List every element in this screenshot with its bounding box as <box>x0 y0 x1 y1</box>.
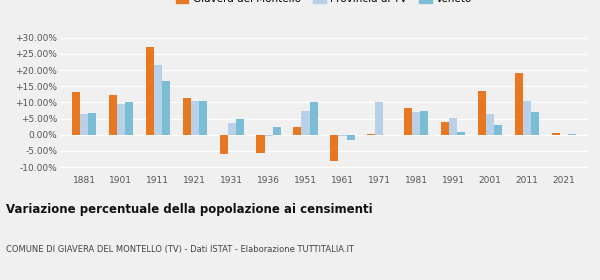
Bar <box>199 101 207 135</box>
Legend: Giavera del Montello, Provincia di TV, Veneto: Giavera del Montello, Provincia di TV, V… <box>172 0 476 8</box>
Bar <box>191 101 199 135</box>
Bar <box>125 102 133 135</box>
Bar <box>182 97 191 135</box>
Bar <box>117 104 125 135</box>
Bar <box>256 135 265 153</box>
Bar <box>162 81 170 135</box>
Bar <box>236 119 244 135</box>
Bar <box>272 127 281 135</box>
Bar <box>441 122 449 135</box>
Bar <box>330 135 338 161</box>
Bar <box>449 118 457 135</box>
Bar <box>552 133 560 135</box>
Bar <box>220 135 227 154</box>
Bar <box>531 112 539 135</box>
Text: Variazione percentuale della popolazione ai censimenti: Variazione percentuale della popolazione… <box>6 203 373 216</box>
Bar <box>523 101 531 135</box>
Bar <box>265 135 272 136</box>
Bar <box>154 65 162 135</box>
Bar <box>88 113 96 135</box>
Bar <box>146 47 154 135</box>
Bar <box>478 91 486 135</box>
Bar <box>227 123 236 135</box>
Bar <box>301 111 310 135</box>
Bar <box>367 134 376 135</box>
Bar <box>457 132 466 135</box>
Bar <box>412 112 421 135</box>
Text: COMUNE DI GIAVERA DEL MONTELLO (TV) - Dati ISTAT - Elaborazione TUTTITALIA.IT: COMUNE DI GIAVERA DEL MONTELLO (TV) - Da… <box>6 245 354 254</box>
Bar <box>80 114 88 135</box>
Bar <box>568 134 576 135</box>
Bar <box>486 114 494 135</box>
Bar <box>310 102 318 135</box>
Bar <box>421 111 428 135</box>
Bar <box>494 125 502 135</box>
Bar <box>72 92 80 135</box>
Bar <box>109 95 117 135</box>
Bar <box>338 135 347 136</box>
Bar <box>404 108 412 135</box>
Bar <box>347 135 355 140</box>
Bar <box>293 127 301 135</box>
Bar <box>515 73 523 135</box>
Bar <box>376 102 383 135</box>
